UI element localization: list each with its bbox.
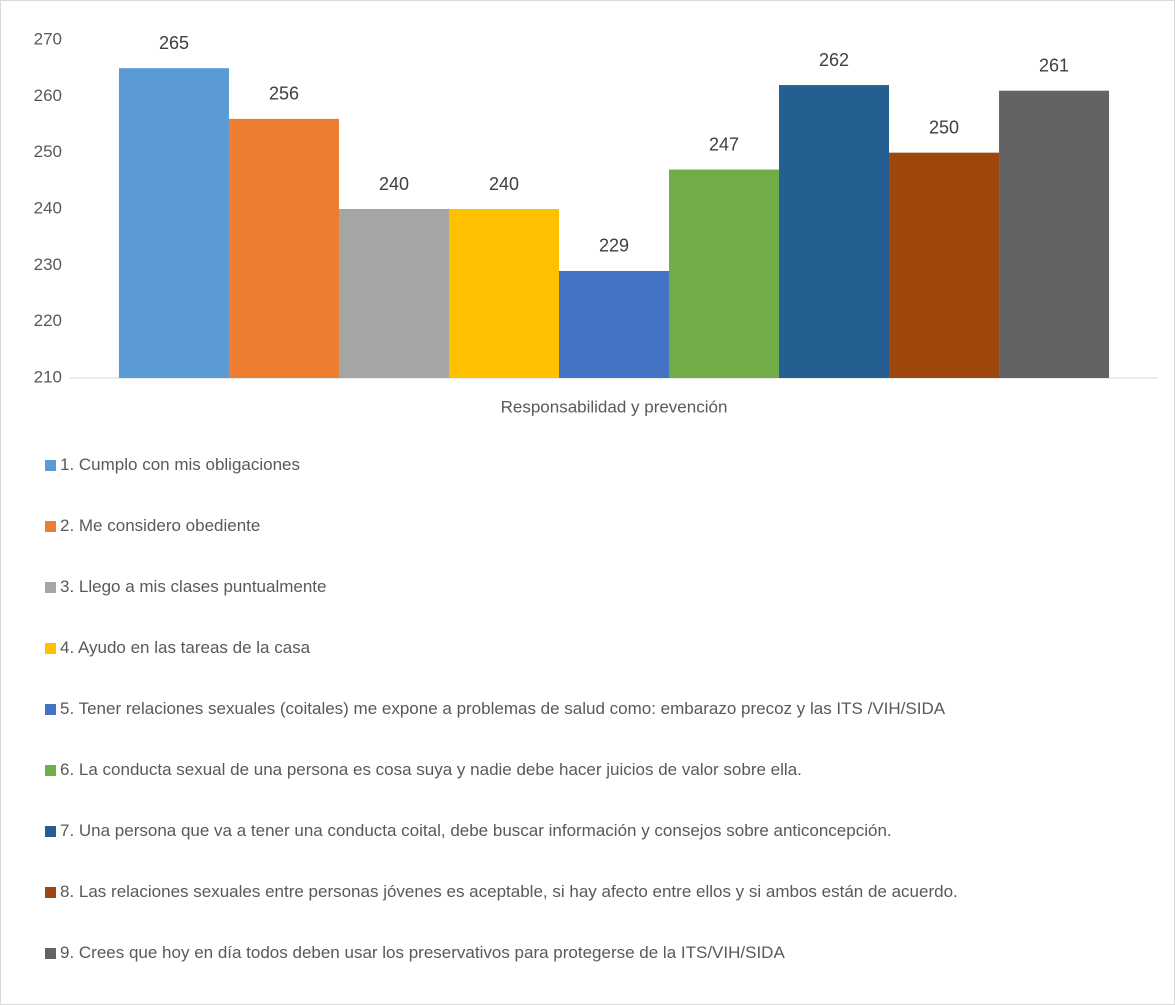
- legend-label: 4. Ayudo en las tareas de la casa: [60, 638, 311, 657]
- legend-swatch: [45, 521, 56, 532]
- legend-item: 4. Ayudo en las tareas de la casa: [45, 633, 1155, 694]
- y-tick-label: 270: [34, 29, 62, 48]
- legend: 1. Cumplo con mis obligaciones 2. Me cons…: [45, 450, 1155, 999]
- legend-item: 5. Tener relaciones sexuales (coitales) …: [45, 694, 1155, 755]
- legend-item: 3. Llego a mis clases puntualmente: [45, 572, 1155, 633]
- legend-swatch: [45, 887, 56, 898]
- data-label: 261: [1039, 55, 1069, 75]
- y-tick-label: 260: [34, 86, 62, 105]
- legend-swatch: [45, 582, 56, 593]
- legend-item: 1. Cumplo con mis obligaciones: [45, 450, 1155, 511]
- legend-item: 2. Me considero obediente: [45, 511, 1155, 572]
- bar: [228, 118, 339, 378]
- legend-swatch: [45, 765, 56, 776]
- legend-swatch: [45, 948, 56, 959]
- legend-swatch: [45, 460, 56, 471]
- legend-item: 7. Una persona que va a tener una conduc…: [45, 816, 1155, 877]
- y-tick-label: 230: [34, 255, 62, 274]
- y-tick-label: 210: [34, 367, 62, 386]
- legend-label: 6. La conducta sexual de una persona es …: [60, 760, 802, 779]
- bar: [999, 90, 1110, 378]
- legend-swatch: [45, 826, 56, 837]
- legend-label: 3. Llego a mis clases puntualmente: [60, 577, 327, 596]
- data-label: 247: [709, 134, 739, 154]
- bar: [338, 209, 449, 378]
- y-tick-label: 240: [34, 198, 62, 217]
- bar: [448, 209, 559, 378]
- bar: [558, 270, 670, 378]
- data-label: 240: [379, 174, 409, 194]
- data-label: 229: [599, 236, 629, 256]
- data-label: 262: [819, 50, 849, 70]
- legend-label: 9. Crees que hoy en día todos deben usar…: [60, 943, 785, 962]
- data-label: 265: [159, 33, 189, 53]
- bar: [779, 85, 890, 379]
- data-label: 250: [929, 117, 959, 137]
- legend-item: 8. Las relaciones sexuales entre persona…: [45, 877, 1155, 938]
- legend-label: 1. Cumplo con mis obligaciones: [60, 455, 301, 474]
- legend-item: 9. Crees que hoy en día todos deben usar…: [45, 938, 1155, 999]
- bar: [889, 152, 1000, 378]
- y-tick-label: 250: [34, 142, 62, 161]
- legend-label: 5. Tener relaciones sexuales (coitales) …: [60, 699, 946, 718]
- legend-item: 6. La conducta sexual de una persona es …: [45, 755, 1155, 816]
- y-tick-label: 220: [34, 311, 62, 330]
- data-label: 240: [489, 174, 519, 194]
- legend-swatch: [45, 704, 56, 715]
- legend-swatch: [45, 643, 56, 654]
- x-tick-label: Responsabilidad y prevención: [501, 397, 728, 416]
- legend-label: 2. Me considero obediente: [60, 516, 261, 535]
- legend-label: 7. Una persona que va a tener una conduc…: [60, 821, 892, 840]
- data-label: 256: [269, 84, 299, 104]
- bar: [118, 68, 229, 379]
- bar: [669, 169, 780, 378]
- legend-label: 8. Las relaciones sexuales entre persona…: [60, 882, 958, 901]
